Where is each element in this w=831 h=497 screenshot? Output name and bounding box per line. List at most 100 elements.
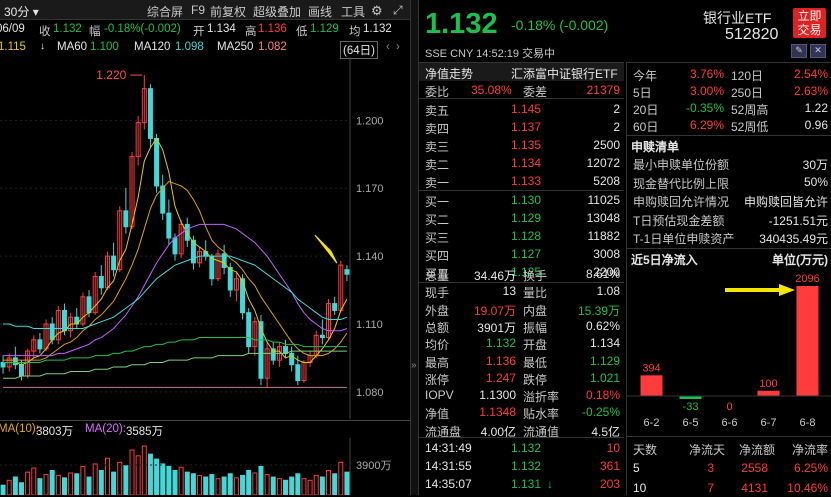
close-icon[interactable]: ✕ bbox=[810, 44, 826, 58]
volume-bar bbox=[123, 465, 129, 495]
candle-body bbox=[166, 212, 172, 239]
stat-label: 外盘 bbox=[425, 303, 450, 318]
candle-body bbox=[252, 321, 258, 348]
volume-bar bbox=[178, 466, 184, 495]
table-cell: 10 bbox=[633, 481, 647, 495]
stat-value: 15.39万 bbox=[577, 303, 620, 318]
ask-price: 1.137 bbox=[511, 120, 542, 134]
bid-row: 买二 1.129 13048 bbox=[419, 209, 624, 227]
price-change: -0.18% (-0.002) bbox=[511, 17, 609, 33]
volume-bar bbox=[319, 476, 325, 495]
stat-row: 现手 13 量比 1.08 bbox=[419, 282, 624, 300]
candle-body bbox=[147, 88, 153, 139]
menu-overlay[interactable]: 超级叠加 bbox=[253, 5, 302, 19]
ma120-value: 1.098 bbox=[175, 41, 204, 53]
ticks-divider bbox=[419, 437, 624, 438]
candle-body bbox=[92, 275, 98, 314]
stat-label: 总量 bbox=[425, 269, 450, 283]
redeem-value: -1251.51元 bbox=[768, 213, 828, 228]
range-selector[interactable]: (64日) bbox=[340, 41, 378, 59]
exchange-label: SSE bbox=[425, 48, 448, 60]
volume-chart: 3900万 bbox=[0, 438, 391, 495]
perf-label: 5日 bbox=[633, 86, 652, 100]
stat-label: 换手 bbox=[523, 269, 548, 283]
nav-chart-header[interactable]: 净值走势 汇添富中证银行ETF bbox=[419, 63, 624, 81]
perf-label: 250日 bbox=[731, 86, 764, 100]
volume-bar bbox=[301, 478, 307, 495]
edit-icon[interactable]: ✎ bbox=[791, 44, 807, 58]
volume-bar bbox=[289, 476, 295, 495]
redeem-value: 340435.49元 bbox=[759, 232, 828, 246]
collapse-icon[interactable]: » bbox=[411, 360, 417, 371]
stat-row: 均价 1.132 开盘 1.134 bbox=[419, 334, 624, 352]
candle-body bbox=[240, 278, 246, 314]
last-price: 1.132 bbox=[425, 8, 498, 40]
stat-row: 最高 1.136 最低 1.129 bbox=[419, 352, 624, 370]
tick-volume: 203 bbox=[599, 477, 620, 491]
bid-row: 买四 1.127 3008 bbox=[419, 245, 624, 263]
trade-status: 交易中 bbox=[522, 48, 556, 60]
perf-value: 3.76% bbox=[689, 67, 724, 81]
next-icon[interactable]: › bbox=[396, 41, 400, 53]
candle-body bbox=[215, 253, 221, 280]
close-label: 收 bbox=[39, 26, 51, 38]
tick-time: 14:31:49 bbox=[425, 441, 472, 455]
menu-tools[interactable]: 工具 bbox=[341, 5, 366, 19]
date-label: 06/09 bbox=[0, 23, 25, 35]
currency-label: CNY bbox=[450, 48, 474, 60]
prev-icon[interactable]: ‹ bbox=[386, 41, 390, 53]
col-header: 净流额 bbox=[739, 443, 776, 457]
bid-row: 买三 1.128 11882 bbox=[419, 227, 624, 245]
panel-splitter[interactable]: » bbox=[410, 0, 419, 495]
perf-label: 今年 bbox=[633, 69, 658, 83]
ma120-line bbox=[3, 350, 347, 379]
menu-f9[interactable]: F9 bbox=[191, 3, 206, 17]
candle-body bbox=[18, 364, 24, 377]
ma-legend: 1.115 ↓ MA60 1.100 MA120 1.098 MA250 1.0… bbox=[0, 39, 410, 59]
volume-bar bbox=[283, 479, 289, 495]
period-selector[interactable]: 30分 ▾ bbox=[4, 5, 39, 19]
table-cell: 7 bbox=[707, 481, 714, 495]
perf-row: 20日 -0.35% 52周高 1.22 bbox=[627, 99, 831, 117]
perf-row: 今年 3.76% 120日 2.54% bbox=[627, 65, 831, 83]
volume-bar bbox=[344, 471, 350, 495]
low-label: 低 bbox=[296, 26, 308, 38]
trade-now-button[interactable]: 立即 交易 bbox=[793, 8, 826, 38]
volume-bar bbox=[43, 474, 49, 495]
candle-body bbox=[264, 348, 270, 379]
bid-price: 1.128 bbox=[511, 229, 542, 243]
candle-body bbox=[326, 303, 332, 339]
volume-bar bbox=[190, 473, 196, 495]
volume-bar bbox=[307, 479, 313, 495]
perf-row: 60日 6.29% 52周低 0.96 bbox=[627, 116, 831, 134]
candlestick-chart[interactable]: 1.200 1.170 1.140 1.110 1.080 1.220 bbox=[0, 57, 410, 419]
menu-multi-screen[interactable]: 综合屏 bbox=[147, 5, 184, 19]
perf-value: 0.96 bbox=[804, 118, 828, 132]
volume-bar bbox=[258, 465, 264, 495]
volume-bar bbox=[80, 465, 86, 495]
change-label: 幅 bbox=[89, 26, 101, 38]
table-cell: 5 bbox=[633, 461, 640, 475]
stat-value: 1.247 bbox=[485, 370, 516, 385]
perf-label: 120日 bbox=[731, 69, 764, 83]
menu-draw[interactable]: 画线 bbox=[308, 5, 333, 19]
perf-label: 60日 bbox=[633, 120, 659, 134]
candle-body bbox=[0, 361, 6, 368]
settings-icon[interactable]: ⚙ bbox=[371, 3, 383, 18]
nav-chart-title: 净值走势 bbox=[425, 67, 474, 81]
flow-date-label: 6-8 bbox=[800, 417, 816, 429]
redeem-label: T日预估现金差额 bbox=[633, 213, 725, 228]
volume-bar bbox=[147, 453, 153, 495]
ask-label: 卖五 bbox=[425, 104, 450, 118]
stat-label: 溢折率 bbox=[523, 390, 560, 405]
menu-adjust[interactable]: 前复权 bbox=[210, 5, 247, 19]
table-cell: 6.25% bbox=[793, 461, 828, 475]
candle-body bbox=[172, 237, 178, 255]
tick-row: 14:31:49 1.132 10 bbox=[419, 439, 624, 457]
volume-bar bbox=[160, 463, 166, 495]
redeem-value: 50% bbox=[803, 174, 828, 189]
volume-bar bbox=[61, 477, 67, 495]
expand-icon[interactable]: ⤢ bbox=[393, 3, 403, 17]
flow-table-divider bbox=[627, 436, 831, 437]
quote-time: 14:52:19 bbox=[476, 48, 519, 60]
